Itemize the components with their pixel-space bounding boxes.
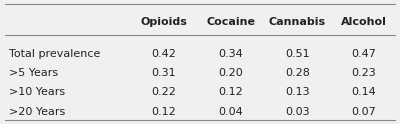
Text: Cocaine: Cocaine [206, 17, 255, 27]
Text: 0.20: 0.20 [218, 68, 243, 78]
Text: Alcohol: Alcohol [341, 17, 387, 27]
Text: Cannabis: Cannabis [269, 17, 326, 27]
Text: 0.51: 0.51 [285, 48, 310, 59]
Text: 0.14: 0.14 [352, 87, 376, 97]
Text: 0.13: 0.13 [285, 87, 310, 97]
Text: 0.12: 0.12 [218, 87, 243, 97]
Text: Total prevalence: Total prevalence [9, 48, 101, 59]
Text: 0.07: 0.07 [352, 107, 376, 117]
Text: >10 Years: >10 Years [9, 87, 66, 97]
Text: 0.12: 0.12 [152, 107, 176, 117]
Text: Opioids: Opioids [140, 17, 187, 27]
Text: 0.34: 0.34 [218, 48, 243, 59]
Text: 0.03: 0.03 [285, 107, 310, 117]
Text: 0.47: 0.47 [352, 48, 376, 59]
Text: >20 Years: >20 Years [9, 107, 66, 117]
Text: 0.28: 0.28 [285, 68, 310, 78]
Text: >5 Years: >5 Years [9, 68, 58, 78]
Text: 0.31: 0.31 [152, 68, 176, 78]
Text: 0.22: 0.22 [152, 87, 176, 97]
Text: 0.23: 0.23 [352, 68, 376, 78]
Text: 0.42: 0.42 [152, 48, 176, 59]
Text: 0.04: 0.04 [218, 107, 243, 117]
